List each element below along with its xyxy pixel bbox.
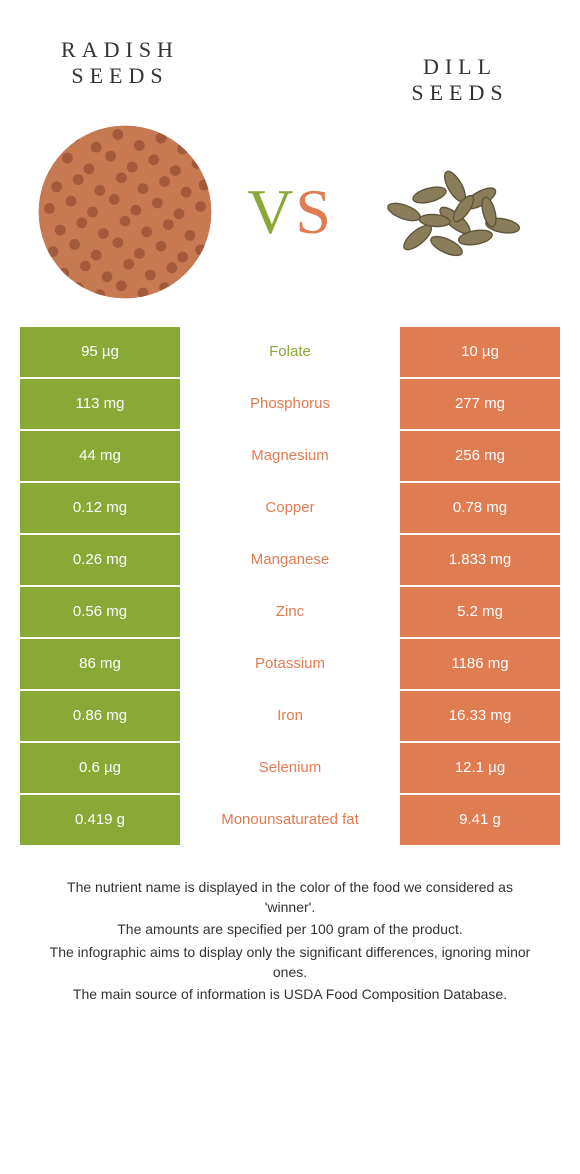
radish-seeds-image	[30, 117, 220, 307]
image-row: VS	[0, 107, 580, 327]
vs-v: V	[247, 176, 295, 247]
right-title: Dill seeds	[370, 20, 550, 107]
nutrient-name: Phosphorus	[180, 379, 400, 429]
footer-line: The amounts are specified per 100 gram o…	[40, 919, 540, 939]
infographic: Radish seeds Dill seeds	[0, 0, 580, 1005]
left-value: 113 mg	[20, 379, 180, 429]
left-value: 0.6 µg	[20, 743, 180, 793]
nutrient-name: Iron	[180, 691, 400, 741]
dill-seeds-image	[360, 117, 550, 307]
table-row: 0.26 mgManganese1.833 mg	[20, 535, 560, 587]
right-value: 1.833 mg	[400, 535, 560, 585]
vs-label: VS	[247, 175, 333, 249]
left-value: 86 mg	[20, 639, 180, 689]
nutrient-name: Folate	[180, 327, 400, 377]
table-row: 95 µgFolate10 µg	[20, 327, 560, 379]
footer-notes: The nutrient name is displayed in the co…	[0, 847, 580, 1005]
nutrient-name: Magnesium	[180, 431, 400, 481]
table-row: 44 mgMagnesium256 mg	[20, 431, 560, 483]
left-title: Radish seeds	[30, 37, 210, 90]
nutrient-name: Zinc	[180, 587, 400, 637]
left-value: 95 µg	[20, 327, 180, 377]
left-value: 0.86 mg	[20, 691, 180, 741]
right-value: 9.41 g	[400, 795, 560, 845]
footer-line: The nutrient name is displayed in the co…	[40, 877, 540, 918]
right-value: 5.2 mg	[400, 587, 560, 637]
left-value: 44 mg	[20, 431, 180, 481]
right-value: 1186 mg	[400, 639, 560, 689]
table-row: 0.419 gMonounsaturated fat9.41 g	[20, 795, 560, 847]
nutrient-name: Monounsaturated fat	[180, 795, 400, 845]
right-value: 256 mg	[400, 431, 560, 481]
right-value: 16.33 mg	[400, 691, 560, 741]
right-value: 10 µg	[400, 327, 560, 377]
vs-s: S	[295, 176, 333, 247]
footer-line: The main source of information is USDA F…	[40, 984, 540, 1004]
table-row: 86 mgPotassium1186 mg	[20, 639, 560, 691]
left-value: 0.419 g	[20, 795, 180, 845]
nutrient-name: Potassium	[180, 639, 400, 689]
right-value: 277 mg	[400, 379, 560, 429]
left-value: 0.12 mg	[20, 483, 180, 533]
table-row: 113 mgPhosphorus277 mg	[20, 379, 560, 431]
table-row: 0.86 mgIron16.33 mg	[20, 691, 560, 743]
nutrient-name: Copper	[180, 483, 400, 533]
left-value: 0.26 mg	[20, 535, 180, 585]
footer-line: The infographic aims to display only the…	[40, 942, 540, 983]
right-value: 12.1 µg	[400, 743, 560, 793]
header: Radish seeds Dill seeds	[0, 0, 580, 107]
nutrient-name: Selenium	[180, 743, 400, 793]
table-row: 0.56 mgZinc5.2 mg	[20, 587, 560, 639]
nutrient-name: Manganese	[180, 535, 400, 585]
comparison-table: 95 µgFolate10 µg113 mgPhosphorus277 mg44…	[20, 327, 560, 847]
left-value: 0.56 mg	[20, 587, 180, 637]
table-row: 0.12 mgCopper0.78 mg	[20, 483, 560, 535]
right-value: 0.78 mg	[400, 483, 560, 533]
table-row: 0.6 µgSelenium12.1 µg	[20, 743, 560, 795]
